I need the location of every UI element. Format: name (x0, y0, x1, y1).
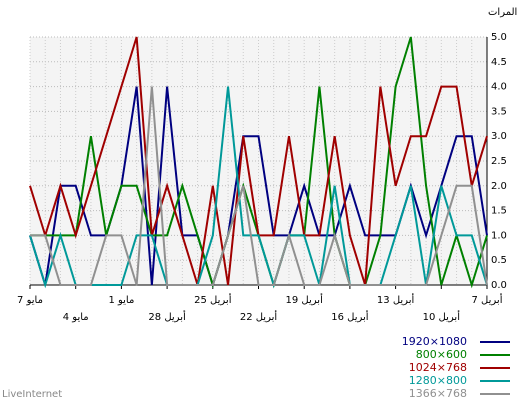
x-tick-label: 19 أبريل (286, 293, 324, 306)
y-tick-label: 0.5 (491, 255, 507, 266)
x-tick-label: 7 أبريل (472, 293, 503, 306)
series-line (29, 86, 488, 289)
x-tick-label: 16 أبريل (331, 310, 369, 323)
legend-label: 1920×1080 (402, 335, 467, 348)
y-axis-label: المرات (488, 7, 517, 18)
y-tick-label: 1.5 (491, 206, 507, 217)
legend-label: 1366×768 (409, 387, 467, 400)
y-tick-label: 5.0 (491, 32, 507, 43)
x-tick-label: 1 مايو (108, 295, 134, 306)
x-tick-label: 25 أبريل (194, 293, 232, 306)
x-tick-label: 4 مايو (63, 312, 89, 323)
y-tick-label: 2.0 (491, 181, 507, 192)
y-tick-label: 4.0 (491, 82, 507, 93)
x-tick-label: 22 أبريل (240, 310, 278, 323)
series-line (30, 86, 488, 286)
footer: LiveInternet (2, 389, 62, 400)
x-tick-label: 13 أبريل (377, 293, 415, 306)
y-tick-label: 4.5 (491, 57, 507, 68)
y-tick-label: 3.0 (491, 131, 507, 142)
x-tick-label: 10 أبريل (423, 310, 461, 323)
legend-label: 1024×768 (409, 361, 467, 374)
x-tick-label: 28 أبريل (148, 310, 186, 323)
legend-label: 800×600 (416, 348, 467, 361)
y-tick-label: 2.5 (491, 156, 507, 167)
y-tick-label: 0.0 (491, 280, 507, 291)
x-tick-label: 7 مايو (17, 295, 43, 306)
y-tick-label: 3.5 (491, 106, 507, 117)
legend-label: 1280×800 (409, 374, 467, 387)
y-tick-label: 1.0 (491, 230, 507, 241)
